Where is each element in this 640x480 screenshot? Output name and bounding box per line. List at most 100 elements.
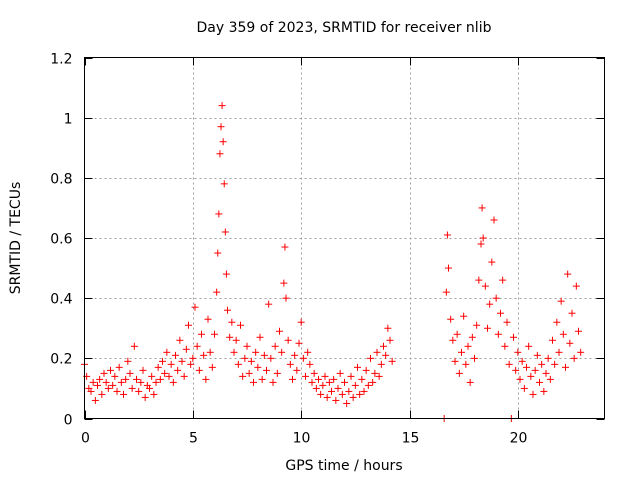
- data-point: [471, 354, 478, 362]
- data-point: [486, 300, 494, 308]
- data-point: [139, 366, 147, 374]
- data-point: [260, 351, 268, 359]
- data-point: [109, 381, 117, 389]
- data-point: [150, 390, 158, 398]
- data-point: [492, 294, 500, 302]
- data-point: [185, 321, 192, 329]
- data-point: [527, 372, 535, 380]
- x-tick-label: 20: [510, 431, 528, 447]
- data-point: [276, 327, 283, 335]
- data-point: [375, 372, 383, 380]
- tick-labels: 0 0.2 0.4 0.6 0.8 1 1.2 0 5 10 15 20: [50, 52, 527, 447]
- data-point: [286, 360, 294, 368]
- data-point: [234, 360, 242, 368]
- data-point: [345, 387, 353, 395]
- data-point: [182, 345, 190, 353]
- data-point: [122, 375, 130, 383]
- data-point: [362, 366, 370, 374]
- x-axis-label: GPS time / hours: [285, 458, 402, 474]
- data-point: [477, 240, 485, 248]
- y-axis-label: SRMTID / TECUs: [8, 182, 24, 295]
- data-point: [570, 354, 578, 362]
- data-point: [245, 369, 253, 377]
- data-point: [278, 348, 286, 356]
- data-point: [239, 372, 247, 380]
- data-point: [371, 369, 379, 377]
- data-point: [152, 378, 160, 386]
- data-point: [518, 357, 526, 365]
- data-point: [178, 357, 186, 365]
- data-point: [291, 351, 299, 359]
- data-point: [380, 342, 387, 350]
- data-point: [336, 369, 344, 377]
- data-point: [295, 339, 303, 347]
- data-point: [442, 288, 450, 296]
- data-point: [226, 333, 234, 341]
- data-point: [133, 375, 140, 383]
- data-point: [386, 336, 394, 344]
- data-point: [269, 378, 277, 386]
- data-point: [312, 384, 320, 392]
- data-point: [317, 390, 325, 398]
- data-point: [213, 288, 221, 296]
- data-point: [265, 300, 273, 308]
- data-point: [349, 393, 357, 401]
- data-point: [451, 357, 459, 365]
- data-point: [364, 381, 372, 389]
- data-point: [572, 282, 580, 290]
- data-point: [113, 387, 121, 395]
- data-point: [377, 360, 385, 368]
- data-point: [354, 363, 361, 371]
- data-point: [297, 318, 305, 326]
- data-point: [479, 234, 487, 242]
- data-point: [510, 333, 517, 341]
- data-point: [566, 339, 574, 347]
- data-point: [341, 378, 348, 386]
- data-point: [328, 387, 335, 395]
- data-point: [193, 342, 201, 350]
- data-point: [217, 123, 225, 131]
- x-tick-label: 10: [293, 431, 311, 447]
- data-point: [187, 360, 195, 368]
- data-point: [180, 372, 188, 380]
- data-point: [546, 375, 554, 383]
- data-point: [163, 348, 171, 356]
- data-point: [447, 315, 455, 323]
- data-point: [200, 351, 208, 359]
- data-point: [176, 336, 184, 344]
- data-point: [306, 360, 314, 368]
- data-point: [455, 369, 463, 377]
- data-point: [538, 360, 546, 368]
- data-point: [94, 381, 101, 389]
- data-point: [343, 399, 351, 407]
- data-point: [174, 366, 182, 374]
- data-point: [308, 378, 316, 386]
- data-point: [247, 357, 255, 365]
- data-point: [161, 369, 169, 377]
- data-point: [497, 309, 504, 317]
- data-point: [282, 294, 290, 302]
- data-point: [221, 228, 229, 236]
- data-point: [568, 309, 576, 317]
- data-point: [369, 378, 377, 386]
- data-point: [462, 360, 470, 368]
- data-point: [330, 375, 338, 383]
- data-point: [536, 378, 543, 386]
- data-point: [91, 396, 99, 404]
- data-point: [204, 315, 212, 323]
- data-point: [443, 231, 451, 239]
- data-point: [356, 390, 364, 398]
- data-point: [559, 330, 567, 338]
- data-point: [156, 375, 164, 383]
- data-point: [360, 387, 368, 395]
- data-point: [169, 378, 177, 386]
- data-point: [449, 336, 457, 344]
- data-point: [165, 372, 173, 380]
- data-point: [137, 378, 145, 386]
- data-point: [358, 375, 366, 383]
- data-point: [263, 366, 270, 374]
- data-point: [224, 306, 231, 314]
- data-point: [484, 324, 491, 332]
- data-point: [544, 354, 552, 362]
- data-point: [189, 354, 197, 362]
